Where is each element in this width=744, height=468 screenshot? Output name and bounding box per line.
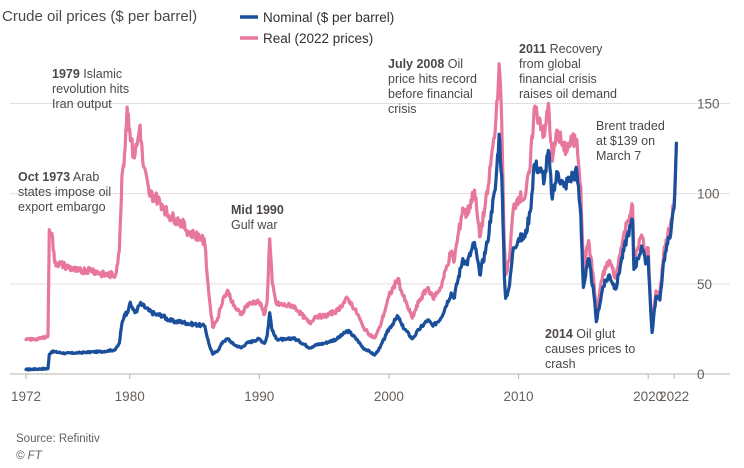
annotation-text: Arab <box>70 170 99 184</box>
chart-title: Crude oil prices ($ per barrel) <box>2 8 197 25</box>
annotation-brent-139: Brent traded at $139 on March 7 <box>596 119 665 163</box>
series-line-nominal <box>24 132 678 372</box>
x-tick-label: 1972 <box>11 389 41 404</box>
annotation-text: March 7 <box>596 149 641 163</box>
legend: Nominal ($ per barrel) Real (2022 prices… <box>240 10 394 46</box>
x-tick-label: 2010 <box>504 389 534 404</box>
x-tick-label: 1990 <box>244 389 274 404</box>
annotation-bold-label: 1979 <box>52 67 80 81</box>
annotation-text: revolution hits <box>52 82 129 96</box>
annotation-text: financial crisis <box>519 72 597 86</box>
annotation-text: Islamic <box>80 67 122 81</box>
annotation-bold-label: Mid 1990 <box>231 203 284 217</box>
x-tick-label: 2020 <box>633 389 663 404</box>
series-line-real <box>24 62 678 342</box>
annotation-bold-label: 2014 <box>545 327 573 341</box>
annotation-text: crisis <box>388 102 416 116</box>
annotation-mid-1990: Mid 1990 Gulf war <box>231 203 284 232</box>
legend-label-nominal: Nominal ($ per barrel) <box>263 10 394 25</box>
x-tick-label: 2000 <box>374 389 404 404</box>
annotation-text: at $139 on <box>596 134 655 148</box>
y-axis-ticks: 0 50 100 150 <box>697 97 720 383</box>
annotation-2011: 2011 Recovery from global financial crisis… <box>519 42 617 101</box>
annotation-text: price hits record <box>388 72 477 86</box>
annotation-text: Brent traded <box>596 119 665 133</box>
annotation-text: Gulf war <box>231 218 278 232</box>
annotation-text: causes prices to <box>545 342 635 356</box>
annotation-text: raises oil demand <box>519 87 617 101</box>
annotation-2014: 2014 Oil glut causes prices to crash <box>545 327 635 371</box>
annotation-bold-label: Oct 1973 <box>18 170 70 184</box>
annotation-text: Oil <box>444 57 463 71</box>
legend-label-real: Real (2022 prices) <box>263 31 373 46</box>
x-tick-label: 2022 <box>659 389 689 404</box>
annotations: Oct 1973 Arab states impose oil export emb… <box>18 42 665 371</box>
annotation-bold-label: 2011 <box>519 42 546 56</box>
annotation-1979: 1979 Islamic revolution hits Iran output <box>52 67 129 111</box>
annotation-text: crash <box>545 357 576 371</box>
ft-credit: © FT <box>16 450 43 462</box>
annotation-july-2008: July 2008 Oil price hits record before fin… <box>388 57 477 116</box>
annotation-bold-label: July 2008 <box>388 57 444 71</box>
y-tick-label: 100 <box>697 187 720 202</box>
y-tick-label: 50 <box>697 277 712 292</box>
annotation-text: before financial <box>388 87 473 101</box>
annotation-text: export embargo <box>18 200 106 214</box>
annotation-oct-1973: Oct 1973 Arab states impose oil export emb… <box>18 170 111 214</box>
annotation-text: from global <box>519 57 581 71</box>
annotation-text: Oil glut <box>573 327 616 341</box>
series-lines <box>24 62 678 372</box>
annotation-text: states impose oil <box>18 185 111 199</box>
source-note: Source: Refinitiv <box>16 433 100 445</box>
x-tick-label: 1980 <box>115 389 145 404</box>
annotation-text: Recovery <box>546 42 603 56</box>
y-tick-label: 150 <box>697 97 720 112</box>
y-tick-label: 0 <box>697 367 705 382</box>
annotation-text: Iran output <box>52 97 112 111</box>
